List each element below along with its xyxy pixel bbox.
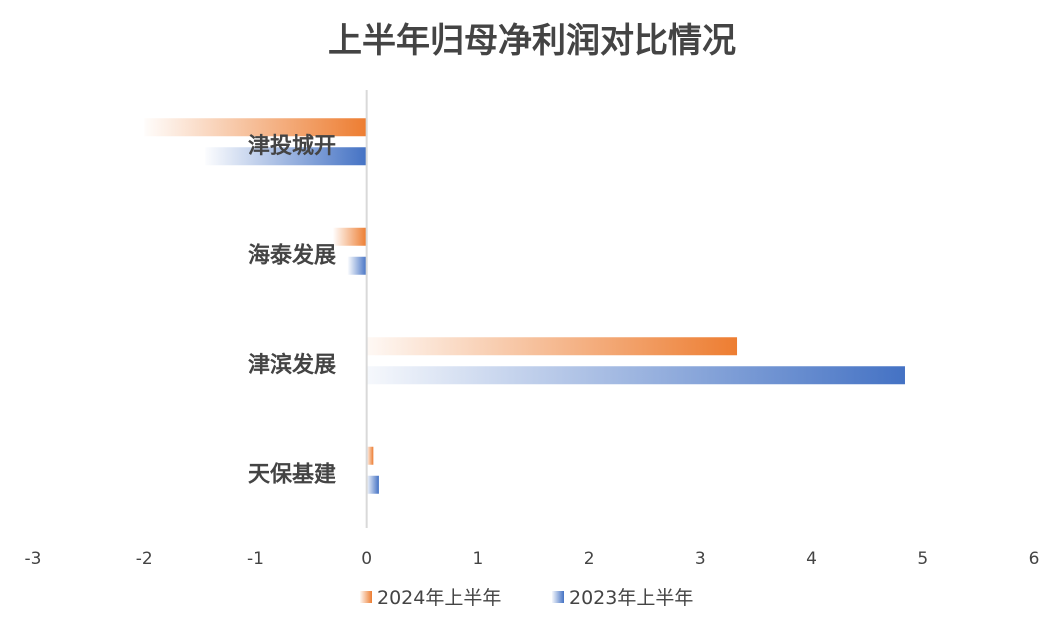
bars-layer bbox=[144, 118, 905, 494]
bar-2023h1-3 bbox=[367, 476, 379, 494]
legend-swatch-2023h1 bbox=[552, 591, 564, 603]
bar-2024h1-2 bbox=[367, 337, 737, 355]
bar-2023h1-2 bbox=[367, 366, 905, 384]
legend-label-2023h1: 2023年上半年 bbox=[569, 587, 693, 609]
x-tick-label: 1 bbox=[472, 549, 483, 569]
x-tick-label: 3 bbox=[695, 549, 706, 569]
x-tick-label: -3 bbox=[25, 549, 42, 569]
x-tick-label: 4 bbox=[806, 549, 817, 569]
x-tick-label: 5 bbox=[917, 549, 928, 569]
bar-2023h1-1 bbox=[348, 257, 367, 275]
legend-swatch-2024h1 bbox=[360, 591, 372, 603]
category-label: 津投城开 bbox=[248, 133, 336, 159]
x-tick-label: 2 bbox=[584, 549, 595, 569]
category-label: 海泰发展 bbox=[248, 242, 336, 268]
legend: 2024年上半年 2023年上半年 bbox=[360, 587, 693, 609]
category-label: 天保基建 bbox=[248, 462, 336, 487]
x-tick-label: 6 bbox=[1029, 549, 1040, 569]
x-tick-label: 0 bbox=[361, 549, 372, 569]
category-label: 津滨发展 bbox=[248, 352, 336, 378]
x-axis-ticks: -3 -2 -1 0 1 2 3 4 5 6 bbox=[25, 549, 1040, 569]
x-tick-label: -2 bbox=[136, 549, 153, 569]
x-tick-label: -1 bbox=[247, 549, 264, 569]
chart-title: 上半年归母净利润对比情况 bbox=[328, 21, 736, 61]
bar-2024h1-3 bbox=[367, 447, 374, 465]
bar-2024h1-1 bbox=[333, 228, 366, 246]
legend-label-2024h1: 2024年上半年 bbox=[377, 587, 501, 609]
